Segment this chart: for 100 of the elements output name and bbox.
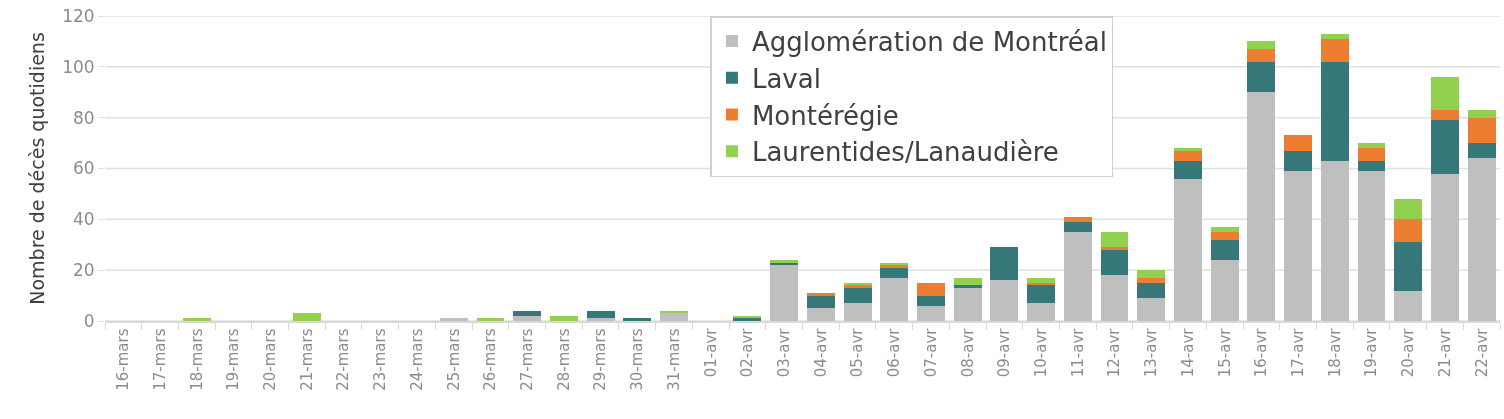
bar [1467, 143, 1496, 159]
x-tick-label: 13-avr [1142, 327, 1161, 378]
bar [1100, 249, 1129, 276]
x-tick-label: 27-mars [518, 328, 537, 391]
bar [1174, 160, 1202, 179]
y-tick-label: 80 [72, 107, 95, 128]
bar [439, 318, 468, 321]
x-tick-label: 18-mars [187, 328, 206, 391]
bar [1284, 171, 1313, 321]
legend-label: Laval [751, 63, 821, 94]
bar [1284, 150, 1313, 172]
bar [182, 318, 211, 321]
bar [990, 280, 1019, 321]
y-tick-label: 0 [83, 310, 95, 331]
x-tick-label: 20-avr [1399, 327, 1418, 378]
bar [1027, 303, 1056, 321]
bar [1137, 277, 1166, 283]
x-tick-label: 09-avr [995, 327, 1014, 378]
bar [1063, 232, 1092, 321]
x-tick-label: 29-mars [591, 328, 610, 391]
bar [1430, 77, 1459, 111]
y-tick-label: 60 [72, 158, 95, 179]
x-tick-label: 02-avr [738, 327, 757, 378]
x-tick-label: 11-avr [1068, 327, 1087, 378]
bar [1284, 135, 1313, 151]
x-tick-label: 24-mars [407, 328, 426, 391]
x-tick-label: 04-avr [811, 327, 830, 378]
bar [953, 287, 982, 321]
bar [806, 293, 835, 296]
x-tick-label: 12-avr [1105, 327, 1124, 378]
bar [586, 318, 615, 321]
bar [953, 277, 982, 286]
bar [1100, 232, 1129, 248]
y-tick-label: 100 [62, 56, 95, 77]
bar [843, 303, 872, 321]
bar [1210, 232, 1239, 240]
x-tick-label: 17-mars [150, 328, 169, 391]
bar [623, 318, 652, 321]
bar [917, 282, 945, 296]
x-tick-label: 17-avr [1288, 327, 1307, 378]
x-tick-label: 08-avr [958, 327, 977, 378]
bar [292, 313, 321, 321]
bar [770, 265, 799, 321]
bar [513, 310, 542, 316]
bar [1210, 239, 1239, 260]
x-tick-label: 21-mars [297, 328, 316, 391]
bar [1430, 110, 1459, 121]
x-tick-label: 01-avr [701, 327, 720, 378]
bar [1430, 120, 1459, 174]
y-tick-label: 40 [72, 209, 95, 230]
bar [1174, 178, 1202, 321]
bar [1394, 199, 1423, 220]
bar [1320, 160, 1349, 321]
bar [1394, 219, 1423, 243]
bar [1320, 38, 1349, 62]
bar [953, 285, 982, 288]
bar [1467, 110, 1496, 118]
y-tick-label: 120 [62, 5, 95, 26]
bar [806, 295, 835, 309]
bar [880, 267, 909, 278]
bar [1174, 150, 1202, 161]
bar [660, 313, 688, 321]
x-tick-label: 20-mars [261, 328, 280, 391]
x-tick-label: 28-mars [554, 328, 573, 391]
x-tick-label: 30-mars [628, 328, 647, 391]
y-tick-label: 20 [72, 260, 95, 281]
bar [1100, 247, 1129, 250]
bar [1247, 41, 1276, 50]
bar [1357, 143, 1386, 149]
x-tick-label: 31-mars [664, 328, 683, 391]
x-tick-label: 22-avr [1472, 327, 1491, 378]
x-tick-label: 22-mars [334, 328, 353, 391]
bar [1357, 160, 1386, 172]
bar [1210, 260, 1239, 321]
y-axis-title: Nombre de décès quotidiens [26, 32, 48, 305]
bar [1357, 148, 1386, 161]
bar [1174, 148, 1202, 151]
bar [1247, 61, 1276, 93]
legend-label: Laurentides/Lanaudière [751, 137, 1059, 168]
bar [1100, 275, 1129, 321]
bar [917, 305, 945, 321]
x-tick-label: 18-avr [1325, 327, 1344, 378]
x-tick-label: 26-mars [481, 328, 500, 391]
x-tick-label: 06-avr [885, 327, 904, 378]
bar [1063, 221, 1092, 233]
bar [1137, 270, 1166, 278]
bar [1137, 298, 1166, 321]
x-tick-label: 19-avr [1362, 327, 1381, 378]
bar [586, 310, 615, 319]
bar [513, 315, 542, 321]
bar [990, 247, 1019, 281]
bar [1247, 49, 1276, 62]
bar [1027, 285, 1056, 304]
bar [1394, 290, 1423, 321]
x-tick-label: 16-mars [114, 328, 133, 391]
bar [549, 315, 578, 321]
bar [843, 287, 872, 304]
bar [1137, 282, 1166, 299]
bar [1320, 33, 1349, 39]
x-tick-label: 19-mars [224, 328, 243, 391]
